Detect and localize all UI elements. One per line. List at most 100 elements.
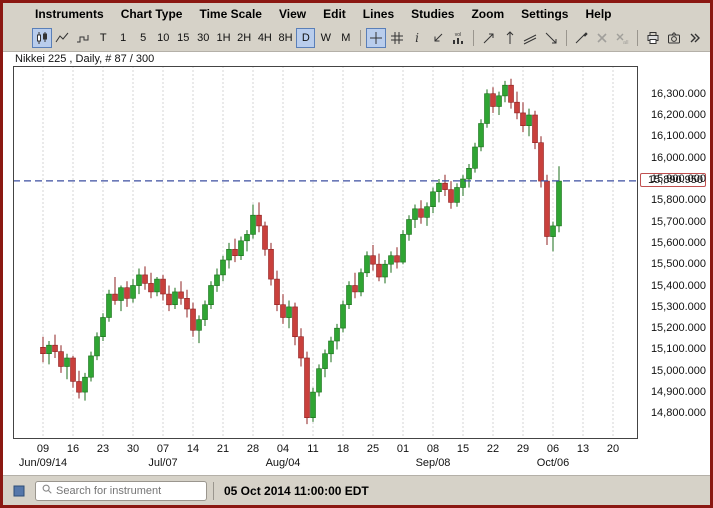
- time-axis-label: 30: [126, 443, 140, 455]
- chart-plot[interactable]: [13, 66, 638, 439]
- toolbar-button-label: D: [301, 32, 310, 44]
- more-tools-button[interactable]: [684, 28, 704, 48]
- toolbar-button-label: 2H: [237, 32, 252, 44]
- timescale-5min-button[interactable]: 5: [134, 28, 153, 48]
- timescale-15min-button[interactable]: 15: [174, 28, 193, 48]
- time-axis-month-label: Jul/07: [148, 457, 178, 469]
- search-box[interactable]: [35, 480, 207, 501]
- camera-icon: [667, 31, 681, 45]
- vertical-line-button[interactable]: [500, 28, 520, 48]
- info-icon: i: [410, 31, 424, 45]
- price-axis-label: 15,200.000: [650, 322, 706, 334]
- menu-settings[interactable]: Settings: [521, 7, 569, 21]
- data-arrow-icon: [431, 31, 445, 45]
- time-axis-label: 09: [36, 443, 50, 455]
- status-bar: 05 Oct 2014 11:00:00 EDT: [3, 475, 710, 505]
- timescale-4h-button[interactable]: 4H: [255, 28, 275, 48]
- timescale-daily-button[interactable]: D: [296, 28, 316, 48]
- menu-edit[interactable]: Edit: [323, 7, 346, 21]
- toolbar-separator: [360, 30, 362, 46]
- parallel-lines-button[interactable]: [520, 28, 540, 48]
- menu-instruments[interactable]: Instruments: [35, 7, 104, 21]
- timescale-1h-button[interactable]: 1H: [214, 28, 234, 48]
- menu-lines[interactable]: Lines: [362, 7, 395, 21]
- menu-time-scale[interactable]: Time Scale: [199, 7, 262, 21]
- line-chart-button[interactable]: [53, 28, 73, 48]
- edit-line-icon: [574, 31, 589, 45]
- timescale-2h-button[interactable]: 2H: [234, 28, 254, 48]
- toolbar-button-label: 1: [120, 32, 127, 44]
- candlestick-chart-button[interactable]: [32, 28, 52, 48]
- grid-icon: [390, 31, 404, 45]
- close-all-icon: all: [615, 31, 629, 45]
- parallel-lines-icon: [523, 31, 537, 45]
- time-axis-label: 29: [516, 443, 530, 455]
- time-axis-month-label: Sep/08: [415, 457, 451, 469]
- toolbar-button-label: W: [320, 32, 331, 44]
- crosshair-button[interactable]: [366, 28, 386, 48]
- time-axis-label: 08: [426, 443, 440, 455]
- time-axis-label: 25: [366, 443, 380, 455]
- vertical-line-icon: [503, 31, 517, 45]
- chart-panel: Nikkei 225 , Daily, # 87 / 300 15,890.95…: [3, 52, 710, 475]
- info-button[interactable]: i: [407, 28, 427, 48]
- instrument-group-button[interactable]: [9, 481, 29, 501]
- trend-line-button[interactable]: [479, 28, 499, 48]
- snapshot-button[interactable]: [664, 28, 684, 48]
- toolbar-button-label: 15: [177, 32, 190, 44]
- time-axis-label: 14: [186, 443, 200, 455]
- menu-chart-type[interactable]: Chart Type: [120, 7, 183, 21]
- menu-view[interactable]: View: [278, 7, 307, 21]
- chart-title: Nikkei 225 , Daily, # 87 / 300: [15, 53, 155, 65]
- edit-lines-button[interactable]: [572, 28, 592, 48]
- timestamp: 05 Oct 2014 11:00:00 EDT: [224, 483, 369, 498]
- timescale-30min-button[interactable]: 30: [194, 28, 213, 48]
- price-axis-label: 15,400.000: [650, 280, 706, 292]
- line-chart-icon: [55, 31, 69, 45]
- time-axis-label: 06: [546, 443, 560, 455]
- price-axis-label: 15,900.000: [650, 173, 706, 185]
- time-axis-label: 28: [246, 443, 260, 455]
- delete-line-button[interactable]: [592, 28, 612, 48]
- menu-bar: Instruments Chart Type Time Scale View Edit L…: [3, 3, 710, 25]
- price-axis-label: 15,800.000: [650, 194, 706, 206]
- delete-all-lines-button[interactable]: all: [613, 28, 633, 48]
- search-input[interactable]: [56, 484, 201, 497]
- timescale-tick-button[interactable]: T: [94, 28, 113, 48]
- link-square-icon: [12, 484, 26, 498]
- timescale-weekly-button[interactable]: W: [316, 28, 335, 48]
- menu-help[interactable]: Help: [585, 7, 612, 21]
- timescale-8h-button[interactable]: 8H: [276, 28, 296, 48]
- ray-line-button[interactable]: [541, 28, 561, 48]
- data-window-button[interactable]: [428, 28, 448, 48]
- price-axis-label: 16,100.000: [650, 130, 706, 142]
- tick-chart-button[interactable]: [73, 28, 93, 48]
- timescale-1min-button[interactable]: 1: [114, 28, 133, 48]
- print-button[interactable]: [643, 28, 663, 48]
- menu-zoom[interactable]: Zoom: [471, 7, 505, 21]
- price-axis-label: 15,000.000: [650, 365, 706, 377]
- toolbar-button-label: M: [341, 32, 351, 44]
- printer-icon: [646, 31, 660, 45]
- time-axis-month-label: Aug/04: [265, 457, 301, 469]
- status-divider: [213, 481, 214, 500]
- toolbar-button-label: 30: [197, 32, 210, 44]
- menu-studies[interactable]: Studies: [411, 7, 455, 21]
- toolbar-button-label: 1H: [216, 32, 231, 44]
- toolbar-button-label: 5: [140, 32, 147, 44]
- current-price-tag: 15,890.950: [640, 173, 706, 187]
- volume-button[interactable]: vol: [449, 28, 469, 48]
- time-axis-label: 21: [216, 443, 230, 455]
- time-axis-label: 01: [396, 443, 410, 455]
- grid-button[interactable]: [387, 28, 407, 48]
- timescale-monthly-button[interactable]: M: [336, 28, 355, 48]
- time-axis-label: 16: [66, 443, 80, 455]
- timescale-10min-button[interactable]: 10: [154, 28, 173, 48]
- time-axis-label: 04: [276, 443, 290, 455]
- price-axis-label: 15,300.000: [650, 301, 706, 313]
- svg-text:all: all: [623, 40, 629, 45]
- time-axis-label: 11: [307, 443, 319, 455]
- price-axis-label: 15,600.000: [650, 237, 706, 249]
- time-axis-label: 07: [156, 443, 170, 455]
